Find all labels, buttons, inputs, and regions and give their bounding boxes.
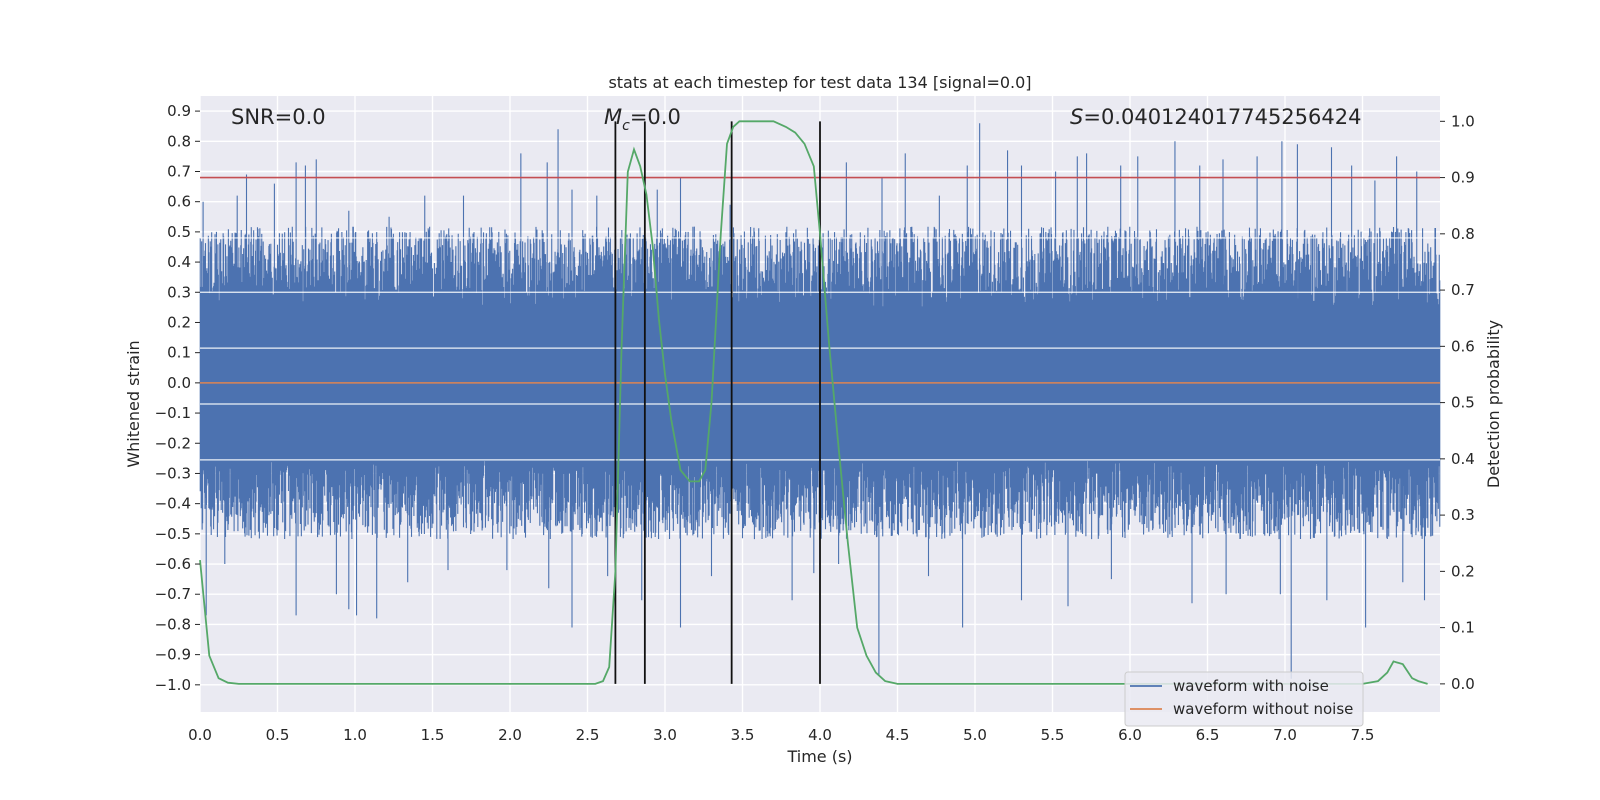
chirp-mass-annotation: Mc=0.0 bbox=[604, 105, 681, 134]
y-tick-label: 0.2 bbox=[167, 313, 191, 331]
x-tick-label: 4.0 bbox=[808, 726, 832, 744]
y-tick-label: −0.6 bbox=[155, 555, 191, 573]
y-tick-label: −0.7 bbox=[155, 585, 191, 603]
x-tick-label: 2.0 bbox=[498, 726, 522, 744]
x-tick-label: 7.0 bbox=[1273, 726, 1297, 744]
legend: waveform with noise waveform without noi… bbox=[1124, 671, 1364, 727]
x-tick-label: 4.5 bbox=[886, 726, 910, 744]
y2-tick-label: 1.0 bbox=[1451, 112, 1475, 130]
x-tick-label: 6.0 bbox=[1118, 726, 1142, 744]
y-tick-label: 0.9 bbox=[167, 102, 191, 120]
legend-box bbox=[1124, 671, 1364, 727]
x-tick-label: 1.0 bbox=[343, 726, 367, 744]
y2-tick-label: 0.9 bbox=[1451, 169, 1475, 187]
x-tick-label: 2.5 bbox=[576, 726, 600, 744]
y-tick-label: −0.1 bbox=[155, 404, 191, 422]
y2-tick-label: 0.1 bbox=[1451, 619, 1475, 637]
chart-title: stats at each timestep for test data 134… bbox=[608, 73, 1031, 92]
x-tick-label: 5.5 bbox=[1041, 726, 1065, 744]
y-tick-label: 0.0 bbox=[167, 374, 191, 392]
ticks: 0.0 0.5 1.0 1.5 2.0 2.5 3.0 3.5 4.0 4.5 5.0 5.5 6.0 6… bbox=[155, 102, 1475, 744]
y-tick-label: 0.3 bbox=[167, 283, 191, 301]
x-tick-label: 7.5 bbox=[1351, 726, 1375, 744]
y2-axis-label: Detection probability bbox=[1484, 320, 1503, 488]
y-tick-label: −0.5 bbox=[155, 525, 191, 543]
y-tick-label: 0.5 bbox=[167, 223, 191, 241]
x-tick-label: 3.0 bbox=[653, 726, 677, 744]
y2-tick-label: 0.7 bbox=[1451, 281, 1475, 299]
y-tick-label: 0.4 bbox=[167, 253, 191, 271]
x-tick-label: 0.0 bbox=[188, 726, 212, 744]
chirp-mass-value: =0.0 bbox=[630, 105, 681, 129]
y-tick-label: −1.0 bbox=[155, 676, 191, 694]
x-tick-label: 6.5 bbox=[1196, 726, 1220, 744]
x-tick-label: 0.5 bbox=[266, 726, 290, 744]
y2-tick-label: 0.6 bbox=[1451, 337, 1475, 355]
y-tick-label: −0.4 bbox=[155, 495, 191, 513]
y-tick-label: 0.6 bbox=[167, 193, 191, 211]
y2-tick-label: 0.8 bbox=[1451, 225, 1475, 243]
x-tick-label: 1.5 bbox=[421, 726, 445, 744]
chirp-mass-symbol: M bbox=[604, 105, 622, 129]
y-tick-label: 0.1 bbox=[167, 344, 191, 362]
y2-tick-label: 0.5 bbox=[1451, 394, 1475, 412]
y-tick-label: −0.9 bbox=[155, 646, 191, 664]
y-tick-label: −0.3 bbox=[155, 464, 191, 482]
chirp-mass-subscript: c bbox=[622, 118, 630, 134]
y-tick-label: 0.7 bbox=[167, 162, 191, 180]
y2-tick-label: 0.4 bbox=[1451, 450, 1475, 468]
y-axis-label: Whitened strain bbox=[124, 340, 143, 467]
score-value: =0.040124017745256424 bbox=[1083, 105, 1361, 129]
x-tick-label: 3.5 bbox=[731, 726, 755, 744]
legend-noise-label: waveform with noise bbox=[1173, 677, 1329, 695]
x-axis-label: Time (s) bbox=[786, 747, 852, 766]
y2-tick-label: 0.0 bbox=[1451, 675, 1475, 693]
y2-tick-label: 0.2 bbox=[1451, 562, 1475, 580]
y-tick-label: −0.8 bbox=[155, 615, 191, 633]
score-annotation: S=0.040124017745256424 bbox=[1070, 105, 1361, 129]
y2-tick-label: 0.3 bbox=[1451, 506, 1475, 524]
legend-clean-label: waveform without noise bbox=[1173, 700, 1353, 718]
snr-annotation: SNR=0.0 bbox=[231, 105, 326, 129]
waveform-with-noise bbox=[199, 123, 1441, 679]
noise-series bbox=[199, 123, 1441, 679]
x-tick-label: 5.0 bbox=[963, 726, 987, 744]
y-tick-label: −0.2 bbox=[155, 434, 191, 452]
y-tick-label: 0.8 bbox=[167, 132, 191, 150]
score-symbol: S bbox=[1070, 105, 1083, 129]
